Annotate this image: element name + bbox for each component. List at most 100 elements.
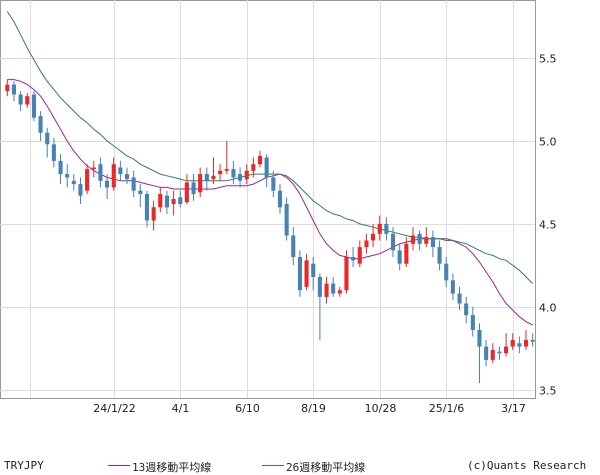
credit-label: (c)Quants Research — [467, 459, 587, 472]
candle-up — [171, 199, 176, 204]
candle-down — [31, 94, 36, 118]
y-tick-label: 5.5 — [539, 53, 557, 66]
candle-down — [38, 116, 43, 133]
candle-down — [311, 263, 316, 277]
candle-down — [45, 132, 50, 145]
candle-down — [51, 144, 56, 161]
candle-down — [204, 174, 209, 181]
y-tick-label: 5.0 — [539, 136, 557, 149]
candle-down — [391, 233, 396, 251]
candle-up — [344, 257, 349, 291]
legend-swatch-ma13 — [108, 465, 130, 466]
candle-up — [25, 96, 30, 105]
candle-down — [464, 303, 469, 316]
candle-up — [410, 235, 415, 244]
candle-down — [284, 204, 289, 236]
legend-ma26-label: 26週移動平均線 — [286, 461, 366, 474]
candle-down — [484, 346, 489, 360]
candle-down — [231, 169, 236, 178]
candle-down — [138, 190, 143, 194]
candle-up — [151, 207, 156, 221]
legend-swatch-ma26 — [262, 465, 284, 466]
candle-down — [291, 235, 296, 258]
x-tick-label: 8/19 — [301, 402, 326, 415]
candle-down — [437, 247, 442, 264]
candle-up — [424, 237, 429, 244]
candle-down — [178, 197, 183, 204]
candle-down — [470, 315, 475, 330]
candle-down — [477, 330, 482, 347]
candle-down — [71, 180, 76, 185]
candle-down — [384, 223, 389, 234]
candle-down — [417, 233, 422, 244]
candle-down — [238, 174, 243, 181]
candle-down — [530, 340, 535, 342]
candle-down — [118, 167, 123, 175]
candle-up — [258, 155, 263, 165]
candle-down — [125, 174, 130, 180]
candle-down — [277, 190, 282, 208]
x-tick-label: 25/1/6 — [429, 402, 464, 415]
candle-down — [497, 351, 502, 354]
candle-down — [450, 280, 455, 294]
candle-down — [191, 182, 196, 194]
candle-down — [444, 263, 449, 281]
x-tick-label: 4/1 — [172, 402, 190, 415]
candle-down — [98, 164, 103, 181]
candle-up — [371, 233, 376, 241]
candle-down — [430, 237, 435, 247]
candle-down — [271, 177, 276, 191]
ma13-line — [7, 79, 533, 326]
chart-footer: TRYJPY 13週移動平均線 26週移動平均線 (c)Quants Resea… — [0, 455, 600, 475]
x-tick-label: 24/1/22 — [93, 402, 135, 415]
candle-down — [264, 157, 269, 178]
candle-down — [131, 177, 136, 191]
legend-ma13-label: 13週移動平均線 — [132, 461, 212, 474]
candle-down — [297, 257, 302, 291]
y-tick-label: 3.5 — [539, 385, 557, 398]
candle-down — [105, 180, 110, 188]
candle-down — [144, 194, 149, 221]
candle-down — [457, 293, 462, 304]
candle-up — [244, 170, 249, 180]
candle-down — [18, 94, 23, 105]
candle-down — [78, 184, 83, 196]
candle-up — [377, 223, 382, 234]
candle-up — [184, 182, 189, 203]
candle-up — [251, 164, 256, 171]
candle-up — [218, 170, 223, 175]
candle-up — [198, 174, 203, 193]
candle-up — [524, 340, 529, 347]
candle-up — [91, 167, 96, 170]
candle-up — [404, 243, 409, 264]
x-tick-label: 3/17 — [501, 402, 526, 415]
candle-up — [211, 175, 216, 180]
symbol-label: TRYJPY — [4, 459, 44, 472]
candle-up — [5, 84, 10, 92]
candle-down — [397, 250, 402, 264]
x-tick-label: 6/10 — [235, 402, 260, 415]
candle-up — [504, 346, 509, 354]
candlestick-chart: 3.5 4.0 4.5 5.0 5.5 24/1/22 4/1 6/10 8/19 10/28 25… — [0, 0, 557, 415]
candle-down — [351, 257, 356, 261]
candle-down — [11, 84, 16, 95]
candle-up — [510, 340, 515, 347]
candle-down — [517, 343, 522, 347]
candle-up — [304, 260, 309, 287]
ma26-line — [6, 11, 534, 284]
candle-down — [317, 276, 322, 297]
candle-up — [364, 240, 369, 248]
candle-up — [490, 349, 495, 360]
candle-up — [158, 194, 163, 208]
y-tick-label: 4.0 — [539, 302, 557, 315]
candle-down — [65, 174, 70, 178]
candle-up — [324, 283, 329, 297]
candle-up — [224, 169, 229, 171]
candle-down — [331, 283, 336, 294]
candle-down — [164, 195, 169, 208]
y-tick-label: 4.5 — [539, 219, 557, 232]
candle-down — [58, 160, 63, 175]
candle-up — [85, 169, 90, 191]
x-tick-label: 10/28 — [365, 402, 397, 415]
